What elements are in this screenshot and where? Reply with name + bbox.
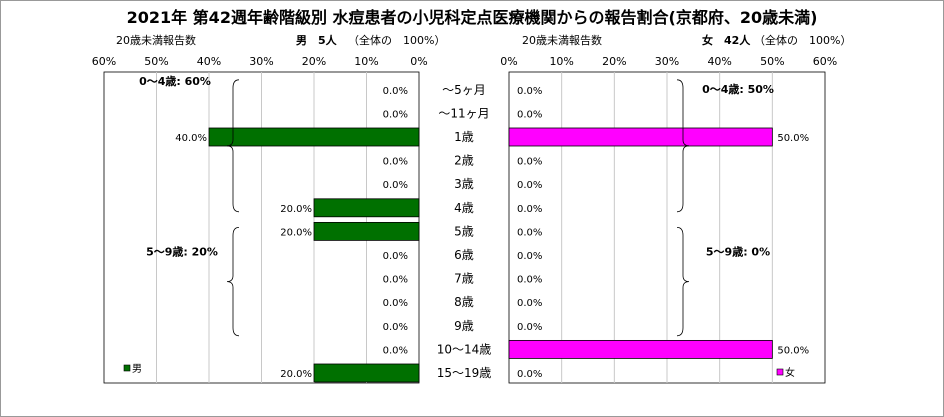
male-data-label: 0.0% (383, 109, 408, 120)
female-header-count: 42人 (724, 33, 751, 47)
male-data-label: 0.0% (383, 157, 408, 168)
male-data-label: 0.0% (383, 251, 408, 262)
female-data-label: 0.0% (517, 227, 542, 238)
male-tick-label: 0% (410, 55, 427, 68)
category-label: ～5ヶ月 (442, 83, 486, 97)
category-label: 1歳 (454, 130, 474, 144)
male-header-percent: （全体の 100%） (348, 33, 445, 47)
female-data-label: 0.0% (517, 251, 542, 262)
male-data-label: 20.0% (280, 227, 312, 238)
chart-title: 2021年 第42週年齢階級別 水痘患者の小児科定点医療機関からの報告割合(京都… (126, 8, 818, 27)
female-tick-label: 20% (602, 55, 626, 68)
male-data-label: 40.0% (175, 133, 207, 144)
male-header-total-label: 20歳未満報告数 (116, 34, 196, 47)
male-tick-label: 10% (354, 55, 378, 68)
gridlines (156, 72, 773, 383)
male-data-label: 0.0% (383, 345, 408, 356)
legend: 男女 (123, 363, 795, 379)
male-header-name: 男 (296, 34, 307, 47)
category-label: 3歳 (454, 177, 474, 191)
category-label: 5歳 (454, 224, 474, 238)
male-tick-label: 60% (92, 55, 116, 68)
category-label: 6歳 (454, 248, 474, 262)
female-tick-label: 30% (655, 55, 679, 68)
male-tick-label: 40% (197, 55, 221, 68)
data-labels: 0.0% 0.0% 0.0% 0.0% 40.0% 50.0% 0.0% 0.0% 0.0% 0.… (175, 86, 809, 380)
male-bar (313, 221, 420, 241)
male-tick-label: 50% (144, 55, 168, 68)
female-data-label: 0.0% (517, 204, 542, 215)
group-annotations: 0～4歳: 60% 5～9歳: 20% 0～4歳: 50% 5～9歳: 0% (139, 74, 774, 337)
male-header-count: 5人 (318, 33, 338, 47)
female-legend-swatch (776, 368, 784, 376)
male-legend-label: 男 (132, 363, 142, 375)
female-data-label: 0.0% (517, 298, 542, 309)
bars (208, 127, 773, 383)
male-brace-0-4 (226, 79, 240, 213)
male-group-0-4-label: 0～4歳: 60% (139, 74, 211, 88)
male-tick-label: 30% (249, 55, 273, 68)
male-data-label: 0.0% (383, 322, 408, 333)
female-data-label: 0.0% (517, 275, 542, 286)
category-label: 4歳 (454, 201, 474, 215)
male-data-label: 20.0% (280, 369, 312, 380)
male-data-label: 0.0% (383, 298, 408, 309)
male-data-label: 0.0% (383, 180, 408, 191)
female-group-0-4-label: 0～4歳: 50% (702, 82, 774, 96)
female-tick-label: 60% (813, 55, 837, 68)
female-tick-label: 50% (760, 55, 784, 68)
category-label: ～11ヶ月 (438, 106, 489, 120)
category-label: 9歳 (454, 319, 474, 333)
male-data-label: 0.0% (383, 86, 408, 97)
male-legend-swatch (123, 364, 131, 372)
category-label: 2歳 (454, 154, 474, 168)
female-group-5-9-label: 5～9歳: 0% (706, 245, 770, 259)
female-data-label: 0.0% (517, 109, 542, 120)
female-header-percent: （全体の 100%） (754, 33, 851, 47)
female-data-label: 50.0% (777, 345, 809, 356)
female-data-label: 0.0% (517, 86, 542, 97)
male-bar (313, 363, 420, 383)
category-labels: ～5ヶ月 ～11ヶ月 1歳 2歳 3歳 4歳 5歳 6歳 7歳 8歳 9歳 10～14歳 15～19歳 (437, 83, 492, 380)
category-label: 15～19歳 (437, 366, 492, 380)
male-brace-5-9 (226, 227, 240, 337)
female-data-label: 0.0% (517, 157, 542, 168)
female-legend-label: 女 (785, 366, 795, 379)
panel-headers: 20歳未満報告数男 5人 （全体の 100%） 20歳未満報告数女 42人 （全体の 10… (116, 33, 851, 47)
female-bar (508, 339, 773, 359)
female-tick-label: 10% (549, 55, 573, 68)
female-brace-0-4 (676, 79, 690, 213)
male-data-label: 20.0% (280, 204, 312, 215)
female-header-name: 女 (702, 33, 713, 47)
female-tick-label: 40% (707, 55, 731, 68)
male-bar (208, 127, 420, 147)
female-brace-5-9 (676, 227, 690, 337)
category-label: 7歳 (454, 272, 474, 286)
male-tick-label: 20% (302, 55, 326, 68)
male-group-5-9-label: 5～9歳: 20% (146, 245, 218, 259)
category-label: 10～14歳 (437, 342, 492, 356)
male-bar (313, 198, 420, 218)
female-data-label: 0.0% (517, 322, 542, 333)
female-data-label: 0.0% (517, 180, 542, 191)
female-header-total-label: 20歳未満報告数 (522, 34, 602, 47)
female-data-label: 0.0% (517, 369, 542, 380)
female-bar (508, 127, 773, 147)
category-label: 8歳 (454, 295, 474, 309)
axis-ticks: 0% 0% 10% 10% 20% 20% 30% 30% 40% 40% 50% 50% 60% 60% (92, 55, 837, 68)
male-data-label: 0.0% (383, 275, 408, 286)
female-tick-label: 0% (500, 55, 517, 68)
female-data-label: 50.0% (777, 133, 809, 144)
